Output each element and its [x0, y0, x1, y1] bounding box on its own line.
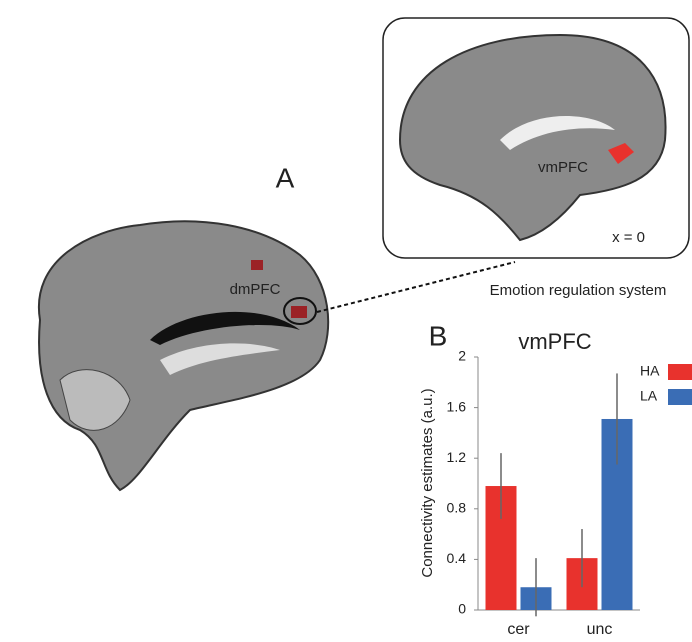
region-label: vmPFC	[538, 159, 588, 176]
legend-swatch	[668, 364, 692, 380]
legend-label: LA	[640, 388, 658, 404]
caption: Emotion regulation system	[490, 282, 667, 299]
sagittal-brain	[37, 220, 516, 492]
y-tick-label: 2	[458, 348, 466, 364]
y-tick-label: 0.8	[447, 500, 467, 516]
y-tick-label: 0.4	[447, 550, 467, 566]
x-tick-label: unc	[587, 621, 613, 638]
x-tick-label: cer	[507, 621, 530, 638]
y-axis-label: Connectivity estimates (a.u.)	[419, 388, 436, 577]
y-tick-label: 0	[458, 601, 466, 617]
legend-swatch	[668, 389, 692, 405]
coordinate: x = 0	[612, 229, 645, 246]
region-label: dmPFC	[230, 281, 281, 298]
legend-label: HA	[640, 363, 660, 379]
y-tick-label: 1.2	[447, 449, 467, 465]
panel-label: B	[429, 320, 448, 351]
y-tick-label: 1.6	[447, 398, 467, 414]
chart-title: vmPFC	[518, 329, 591, 354]
inset	[382, 17, 690, 259]
panel-label: A	[276, 162, 295, 193]
